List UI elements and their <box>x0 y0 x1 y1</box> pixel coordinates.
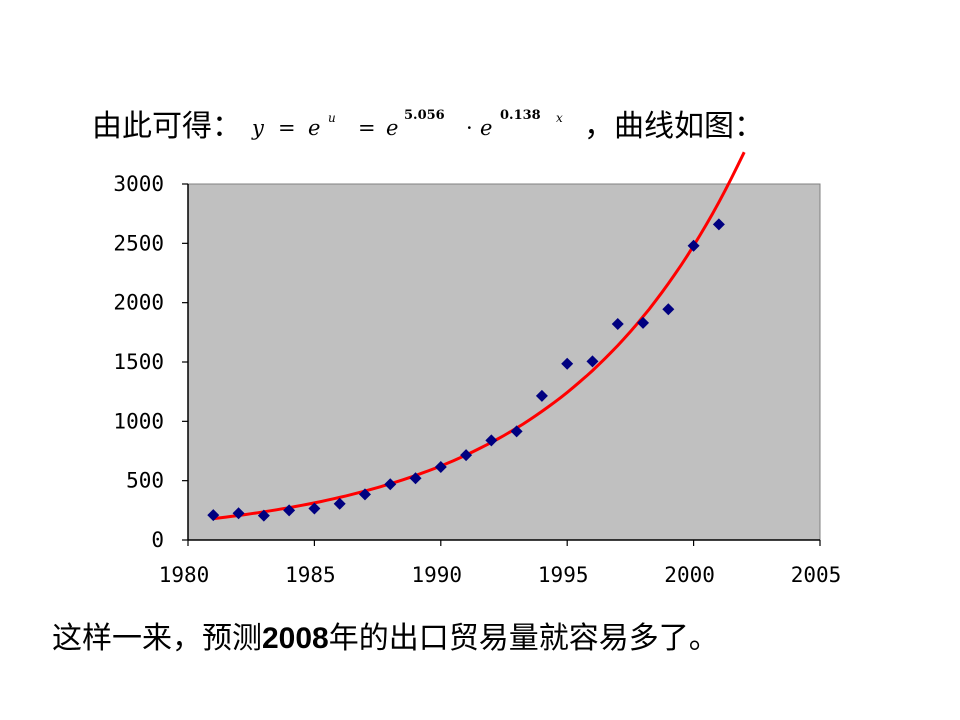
footer-text-1: 这样一来，预测 <box>52 621 262 656</box>
data-point <box>637 316 650 329</box>
footer-year: 2008 <box>262 622 329 655</box>
data-point <box>510 425 523 438</box>
series <box>207 151 746 522</box>
heading: 由此可得： y = e u = e 5.056 · e 0.138 x ，曲线如… <box>92 104 764 150</box>
y-tick-label: 2000 <box>113 291 164 315</box>
data-point <box>662 303 675 316</box>
data-point <box>333 497 346 510</box>
footer-text-2: 年的出口贸易量就容易多了。 <box>328 621 719 656</box>
formula-x: x <box>556 111 563 125</box>
formula-e-2: e <box>386 116 399 140</box>
x-tick-label: 1990 <box>412 563 463 587</box>
formula-e-1: e <box>308 116 321 140</box>
data-point <box>384 478 397 491</box>
formula-equals-1: = <box>278 116 296 140</box>
heading-suffix: ，曲线如图： <box>584 109 764 144</box>
data-point <box>611 318 624 331</box>
formula-e-3: e <box>480 116 493 140</box>
y-tick-label: 1500 <box>113 350 164 374</box>
y-tick-label: 500 <box>126 469 164 493</box>
x-tick-label: 1980 <box>159 563 210 587</box>
data-point <box>460 449 473 462</box>
data-point <box>257 509 270 522</box>
x-tick-label: 2000 <box>664 563 715 587</box>
data-point <box>232 507 245 520</box>
data-point <box>712 218 725 231</box>
axes <box>182 183 821 546</box>
data-point <box>283 504 296 517</box>
data-point <box>207 509 220 522</box>
data-point <box>409 472 422 485</box>
plot-area <box>187 183 821 541</box>
x-tick-label: 1995 <box>538 563 589 587</box>
y-tick-label: 0 <box>151 528 164 552</box>
data-point <box>586 355 599 368</box>
formula-equals-2: = <box>358 116 376 140</box>
formula-y: y <box>252 116 264 140</box>
formula-exponent-1: 5.056 <box>404 108 445 123</box>
x-tick-label: 2005 <box>791 563 842 587</box>
heading-prefix: 由此可得： <box>92 109 242 144</box>
data-point <box>434 461 447 474</box>
y-tick-label: 1000 <box>113 409 164 433</box>
y-tick-label: 3000 <box>113 172 164 196</box>
formula: y = e u = e 5.056 · e 0.138 x <box>242 104 584 150</box>
fit-curve <box>213 151 746 521</box>
data-point <box>561 357 574 370</box>
footer: 这样一来，预测2008年的出口贸易量就容易多了。 <box>52 616 719 662</box>
data-point <box>308 502 321 515</box>
formula-exponent-2: 0.138 <box>500 108 541 123</box>
data-point <box>535 389 548 402</box>
y-tick-label: 2500 <box>113 231 164 255</box>
data-point <box>687 239 700 252</box>
formula-u: u <box>328 111 336 125</box>
tick-labels: 0 500 1000 1500 2000 2500 3000 1980 1985 1990 1995… <box>113 172 841 587</box>
data-point <box>485 434 498 447</box>
data-point <box>358 488 371 501</box>
x-tick-label: 1985 <box>285 563 336 587</box>
formula-dot: · <box>466 116 473 140</box>
